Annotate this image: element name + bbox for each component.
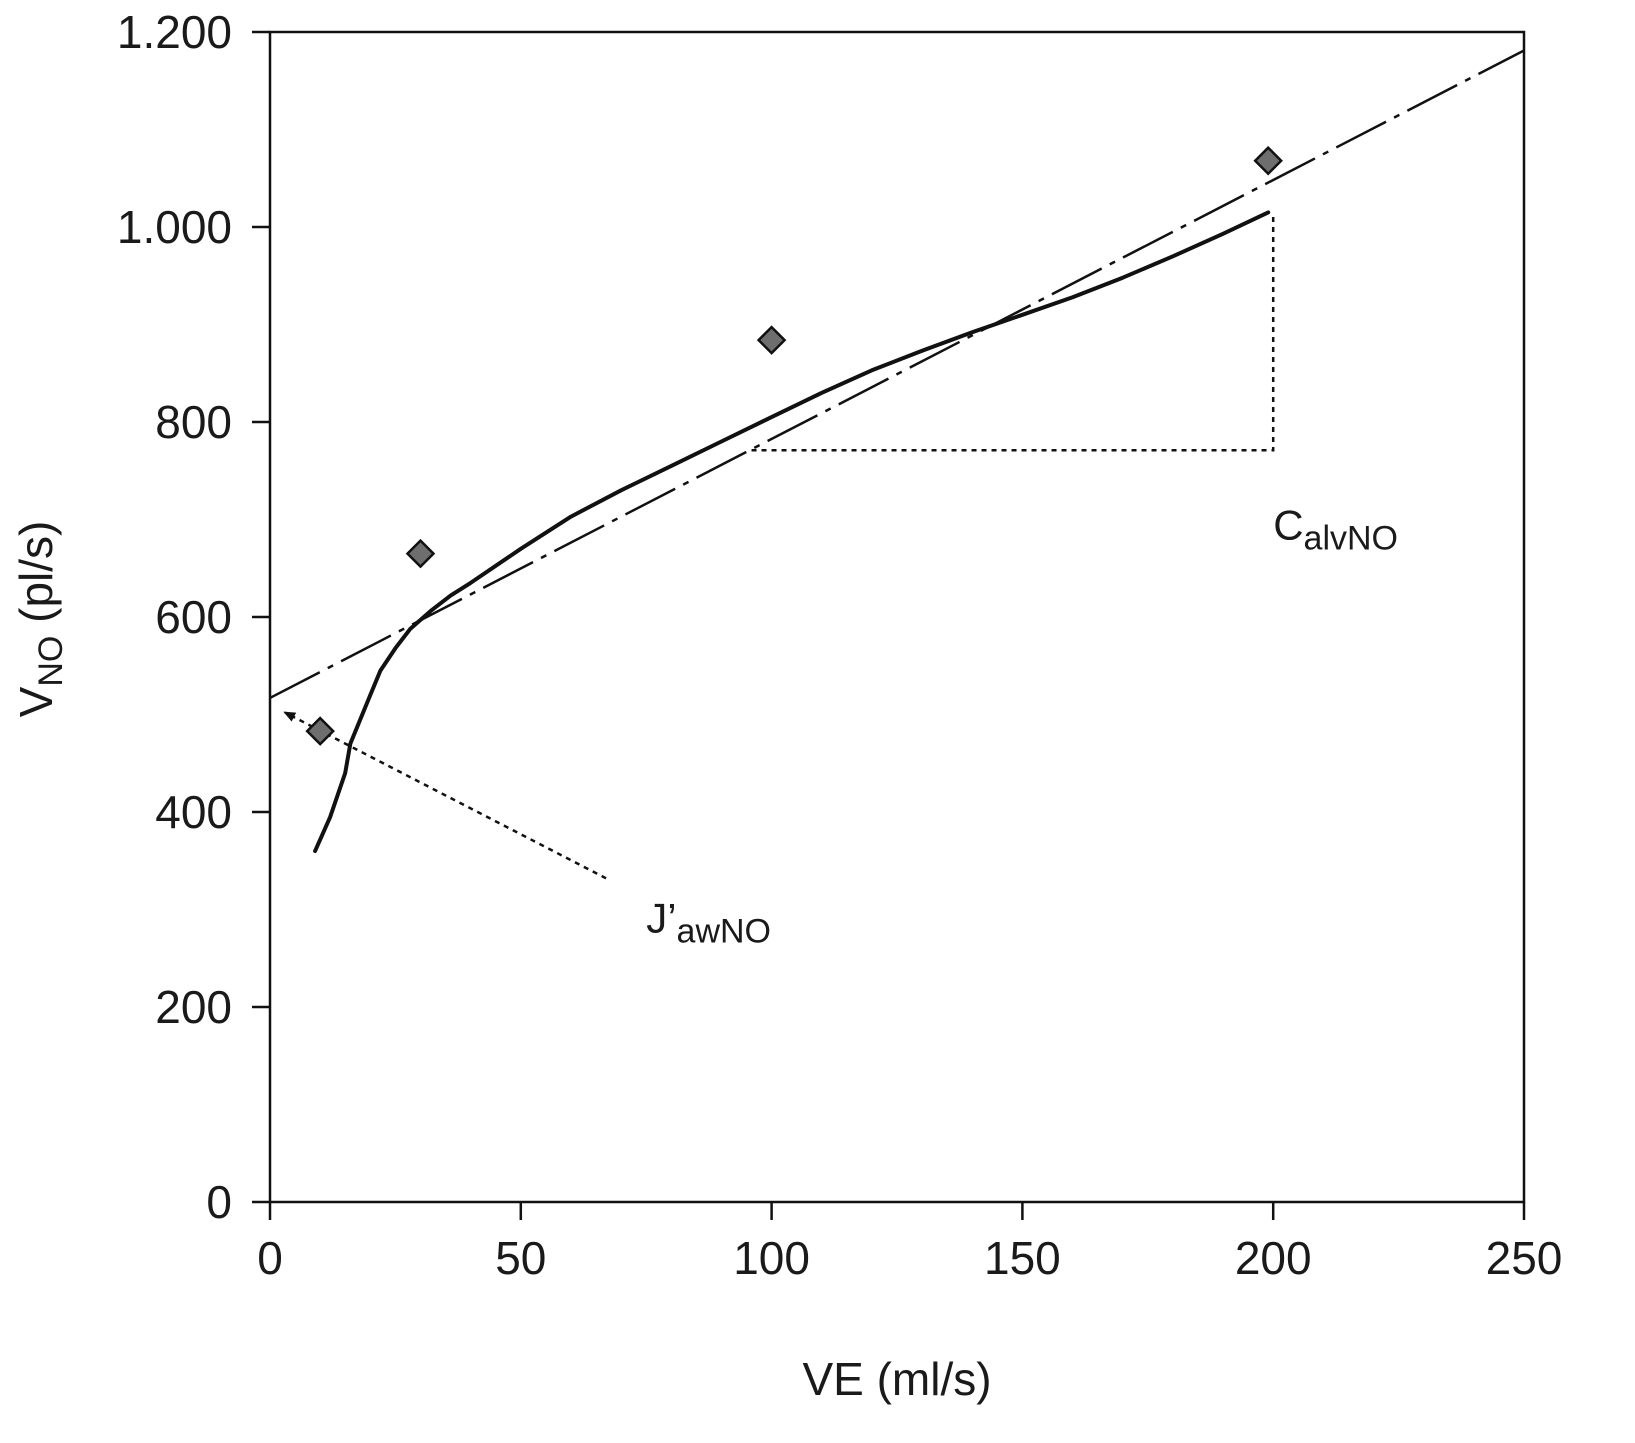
model-curve <box>313 210 1271 853</box>
annotation-jawno-sub: awNO <box>677 912 771 950</box>
data-point <box>405 538 436 569</box>
y-tick-label: 1.000 <box>117 201 232 253</box>
annotation-calvno: CalvNO <box>1273 501 1398 557</box>
y-tick-label: 600 <box>155 591 232 643</box>
series-layer <box>269 49 1525 880</box>
y-tick-label: 200 <box>155 981 232 1033</box>
regression-line <box>269 49 1525 700</box>
slope-triangle <box>751 212 1275 452</box>
y-tick-label: 1.200 <box>117 6 232 58</box>
x-axis-ticks: 0 50 100 150 200 250 <box>257 1202 1562 1284</box>
y-tick-label: 0 <box>206 1176 232 1228</box>
y-axis-ticks: 0 200 400 600 800 1.000 1.200 <box>117 6 270 1228</box>
x-tick-label: 150 <box>984 1232 1061 1284</box>
y-axis-title: VNO (pl/s) <box>10 521 70 718</box>
data-point <box>1253 145 1283 176</box>
annotation-calvno-sub: alvNO <box>1304 519 1398 557</box>
x-tick-label: 250 <box>1486 1232 1563 1284</box>
x-tick-label: 50 <box>495 1232 546 1284</box>
x-tick-label: 200 <box>1235 1232 1312 1284</box>
y-tick-label: 400 <box>155 786 232 838</box>
y-axis-title-main: V <box>10 686 62 717</box>
data-point <box>305 716 335 746</box>
annotation-calvno-main: C <box>1273 501 1303 548</box>
intercept-arrow <box>283 711 607 880</box>
y-axis-title-sub: NO <box>32 636 70 687</box>
x-axis-title: VE (ml/s) <box>802 1353 991 1405</box>
x-tick-label: 0 <box>257 1232 283 1284</box>
y-tick-label: 800 <box>155 396 232 448</box>
annotation-jawno: J’awNO <box>646 894 771 950</box>
x-tick-label: 100 <box>733 1232 810 1284</box>
y-axis-title-unit: (pl/s) <box>10 521 62 636</box>
annotation-jawno-main: J’ <box>646 894 676 941</box>
data-point <box>756 325 787 355</box>
